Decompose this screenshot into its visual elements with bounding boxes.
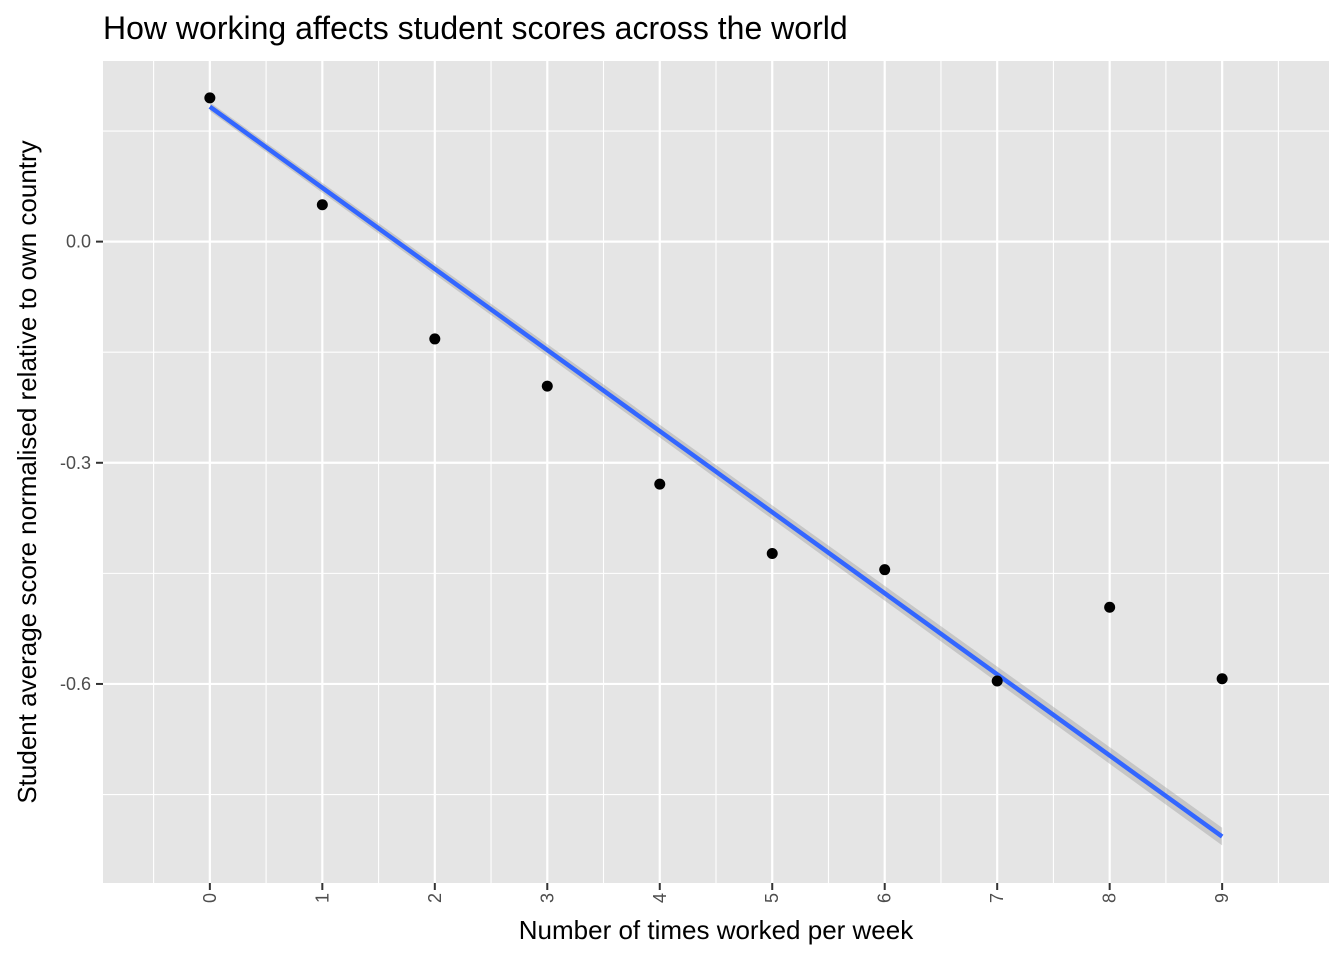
data-point [991, 675, 1003, 687]
data-point [429, 333, 441, 345]
data-point [1216, 673, 1228, 685]
data-point [204, 92, 216, 104]
data-points [204, 92, 1228, 687]
data-point [766, 547, 778, 559]
x-tick-label: 7 [987, 893, 1007, 903]
x-tick-label: 8 [1100, 893, 1120, 903]
data-point [541, 380, 553, 392]
x-tick-label: 0 [200, 893, 220, 903]
x-tick-label: 2 [425, 893, 445, 903]
data-point [879, 564, 891, 576]
grid-lines [103, 61, 1329, 883]
trend-line [208, 104, 1224, 839]
y-tick-label: -0.3 [60, 453, 91, 473]
x-tick-label: 5 [762, 893, 782, 903]
x-tick-label: 1 [312, 893, 332, 903]
x-tick-label: 6 [875, 893, 895, 903]
y-tick-label: -0.6 [60, 674, 91, 694]
data-point [654, 478, 666, 490]
x-axis-title: Number of times worked per week [519, 915, 914, 945]
data-point [316, 199, 328, 211]
y-axis-title: Student average score normalised relativ… [12, 140, 42, 803]
chart-title: How working affects student scores acros… [103, 10, 848, 46]
y-tick-label: 0.0 [66, 232, 91, 252]
x-tick-label: 3 [537, 893, 557, 903]
x-tick-label: 9 [1212, 893, 1232, 903]
x-tick-label: 4 [650, 893, 670, 903]
trend-line-layer [208, 104, 1224, 839]
data-point [1104, 601, 1116, 613]
y-axis-ticks: 0.0 -0.3 -0.6 [60, 232, 103, 694]
x-axis-ticks: 0 1 2 3 4 5 6 7 8 9 [200, 883, 1232, 903]
